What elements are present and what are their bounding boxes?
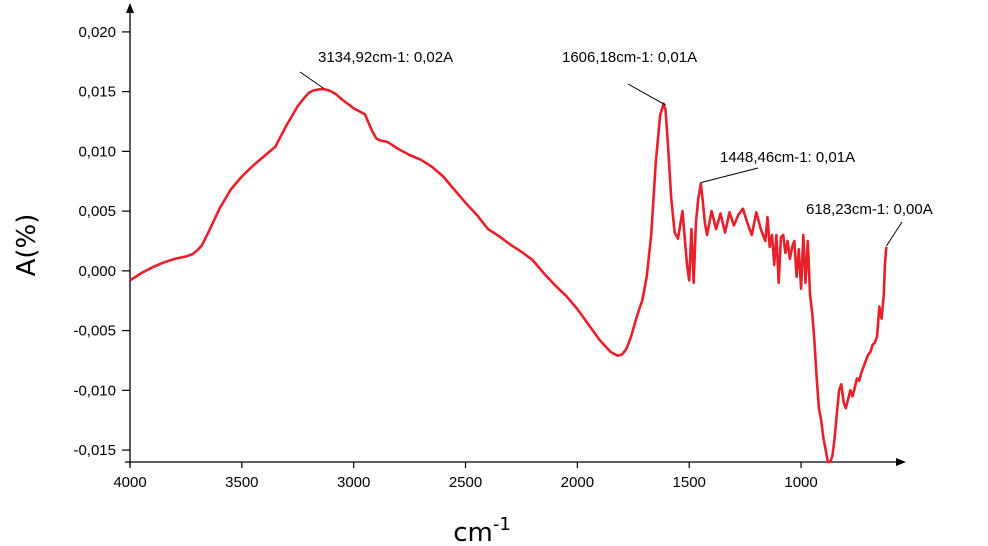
x-tick-label: 3000 <box>337 474 370 491</box>
x-tick-label: 1500 <box>673 474 706 491</box>
x-tick-label: 4000 <box>113 474 146 491</box>
peak-annotations: 3134,92cm-1: 0,02A 1606,18cm-1: 0,01A 1448… <box>299 49 933 247</box>
y-tick-label: 0,015 <box>78 84 116 101</box>
spectrum-line <box>129 87 888 464</box>
peak-annotation-label: 1606,18cm-1: 0,01A <box>562 49 697 66</box>
x-tick-label: 2000 <box>561 474 594 491</box>
peak-annotation-label: 1448,46cm-1: 0,01A <box>720 149 855 166</box>
y-axis-title: A(%) <box>12 214 42 277</box>
y-tick-label: 0,020 <box>78 24 116 41</box>
annotation-leader-line <box>627 83 666 106</box>
annotation-leader-line <box>700 167 759 184</box>
y-axis-arrow-icon <box>126 3 134 13</box>
x-tick-label: 1000 <box>784 474 817 491</box>
x-ticks: 4000 3500 3000 2500 2000 1500 1000 <box>113 462 818 491</box>
x-axis-arrow-icon <box>896 458 906 466</box>
y-tick-label: 0,005 <box>78 203 116 220</box>
y-tick-label: 0,010 <box>78 143 116 160</box>
peak-annotation-label: 3134,92cm-1: 0,02A <box>318 49 453 66</box>
axes <box>125 3 906 466</box>
x-tick-label: 2500 <box>449 474 482 491</box>
y-tick-label: 0,000 <box>78 263 116 280</box>
y-ticks: -0,015 -0,010 -0,005 0,000 0,005 0,010 0,015 0,… <box>73 24 130 459</box>
y-tick-label: -0,015 <box>73 442 116 459</box>
x-axis-title: cm-1 <box>453 514 511 546</box>
x-tick-label: 3500 <box>225 474 258 491</box>
x-axis-title-base: cm <box>453 518 493 546</box>
peak-annotation-label: 618,23cm-1: 0,00A <box>806 201 933 218</box>
annotation-leader-line <box>886 221 903 247</box>
y-tick-label: -0,005 <box>73 323 116 340</box>
y-tick-label: -0,010 <box>73 382 116 399</box>
x-axis-title-superscript: -1 <box>493 514 511 535</box>
annotation-leader-line <box>299 71 324 89</box>
